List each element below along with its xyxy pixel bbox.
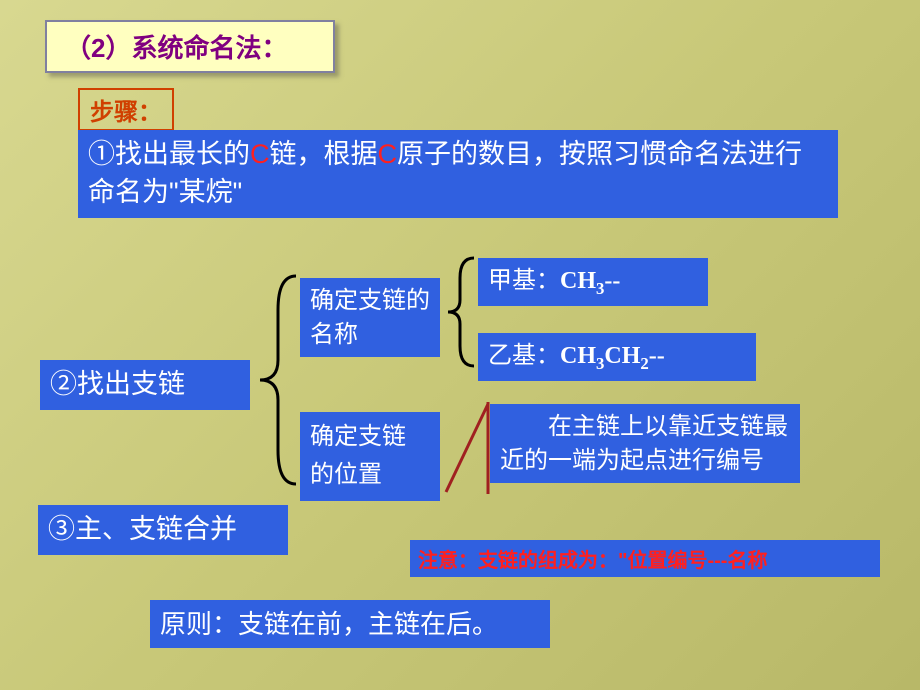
brace-main [252, 270, 300, 490]
numbering-box: 在主链上以靠近支链最近的一端为起点进行编号 [490, 404, 800, 483]
step3-text: ③主、支链合并 [48, 514, 237, 544]
steps-label-box: 步骤： [78, 88, 174, 131]
title-text: （2）系统命名法： [65, 33, 287, 63]
branch-pos-box: 确定支链 的位置 [300, 412, 440, 501]
branch-name-box: 确定支链的名称 [300, 278, 440, 357]
branch-pos-l1: 确定支链 [310, 423, 406, 450]
step1-c1: C [250, 139, 270, 169]
methyl-box: 甲基：CH3-- [478, 258, 708, 306]
numbering-text: 在主链上以靠近支链最近的一端为起点进行编号 [500, 413, 788, 474]
note-text: 注意：支链的组成为："位置编号---名称 [418, 550, 767, 572]
branch-name-text: 确定支链的名称 [310, 287, 430, 348]
step1-c2: C [378, 139, 398, 169]
steps-label: 步骤： [90, 99, 162, 126]
section-title: （2）系统命名法： [45, 20, 335, 73]
step3-box: ③主、支链合并 [38, 505, 288, 555]
methyl-formula: CH3-- [560, 268, 620, 294]
note-box: 注意：支链的组成为："位置编号---名称 [410, 540, 880, 577]
brace-names [442, 252, 478, 372]
ethyl-box: 乙基：CH3CH2-- [478, 333, 756, 381]
step1-mid: 链，根据 [270, 139, 378, 169]
ethyl-formula: CH3CH2-- [560, 343, 665, 369]
principle-box: 原则：支链在前，主链在后。 [150, 600, 550, 648]
step1-box: ①找出最长的C链，根据C原子的数目，按照习惯命名法进行命名为"某烷" [78, 130, 838, 218]
step1-pre1: ①找出最长的 [88, 139, 250, 169]
ethyl-label: 乙基： [488, 342, 560, 369]
methyl-label: 甲基： [488, 267, 560, 294]
branch-pos-l2: 的位置 [310, 461, 382, 488]
step2-text: ②找出支链 [50, 369, 185, 399]
diagonal-connector [440, 398, 492, 498]
principle-text: 原则：支链在前，主链在后。 [160, 609, 498, 639]
step2-box: ②找出支链 [40, 360, 250, 410]
